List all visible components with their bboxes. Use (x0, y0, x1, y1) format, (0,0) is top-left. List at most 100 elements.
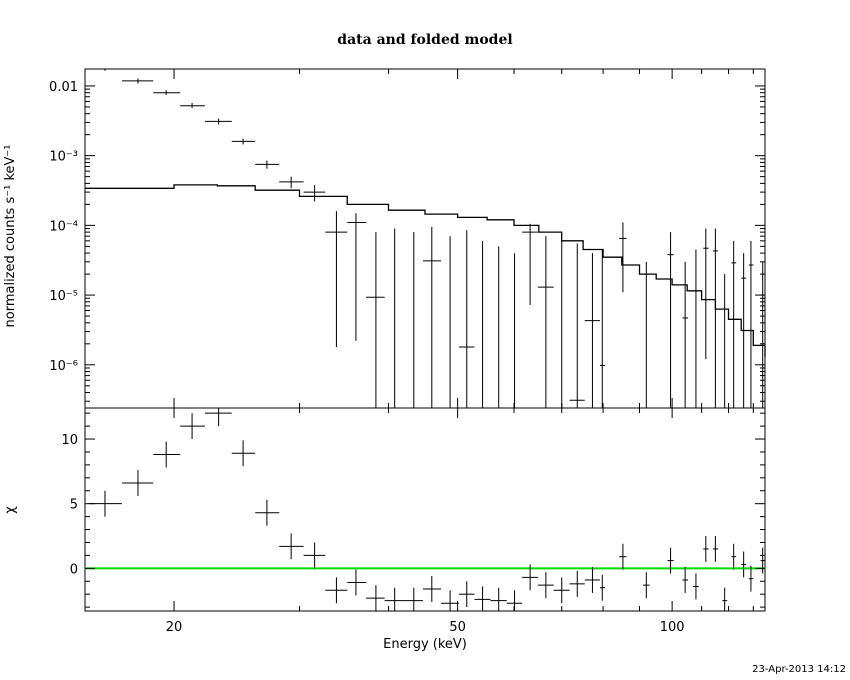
spectrum-data-point (180, 102, 205, 109)
residual-data-point (642, 572, 650, 599)
y-tick-label: 0.01 (49, 80, 78, 95)
residual-data-point (569, 570, 585, 597)
residual-data-point (619, 543, 627, 570)
chart-title: data and folded model (337, 32, 512, 48)
spectrum-data-point (642, 261, 650, 409)
spectrum-data-point (422, 226, 442, 408)
x-tick-label: 50 (449, 620, 466, 635)
residual-data-point (741, 551, 747, 578)
y-tick-label: 0 (70, 562, 78, 577)
residual-data-point (458, 581, 475, 608)
residual-data-point (506, 590, 523, 611)
spectrum-data-point (703, 228, 709, 360)
spectrum-data-point (712, 228, 719, 408)
residual-data-point (121, 470, 154, 496)
residual-data-points (89, 408, 765, 611)
spectrum-data-point (553, 240, 570, 409)
residual-data-point (722, 587, 728, 611)
residual-data-point (693, 573, 699, 600)
timestamp: 23-Apr-2013 14:12 (752, 664, 846, 675)
spectrum-data-point (537, 236, 554, 408)
residual-data-point (384, 587, 405, 611)
spectrum-data-point (490, 246, 507, 409)
spectrum-data-point (667, 232, 674, 408)
x-axis-label: Energy (keV) (383, 637, 467, 652)
spectrum-data-point (741, 253, 747, 408)
top-panel-ticks: 0.01 10⁻³ 10⁻⁴ 10⁻⁵ 10⁻⁶ (49, 69, 765, 408)
residual-data-point (537, 572, 554, 599)
residual-data-point (279, 533, 304, 560)
spectrum-data-point (748, 240, 754, 408)
spectrum-data-point (404, 232, 423, 409)
residual-data-point (325, 577, 348, 604)
residual-data-point (347, 569, 367, 596)
spectrum-data-point (153, 90, 181, 96)
residual-data-point (180, 413, 205, 440)
top-plot-frame (84, 68, 766, 409)
spectrum-data-point (303, 184, 326, 202)
top-panel-spectrum: 0.01 10⁻³ 10⁻⁴ 10⁻⁵ 10⁻⁶ normalized counts s… (3, 68, 766, 409)
residual-data-point (760, 547, 765, 574)
y-tick-label: 10⁻³ (49, 150, 78, 165)
residual-data-point (474, 586, 491, 611)
residual-data-point (599, 574, 605, 601)
residual-data-point (703, 536, 709, 562)
spectrum-data-point (682, 261, 689, 408)
x-tick-label: 100 (660, 620, 685, 635)
folded-model-curve (85, 184, 766, 357)
spectrum-data-point (384, 228, 405, 409)
spectrum-data-point (458, 230, 475, 408)
spectrum-data-point (204, 118, 232, 125)
spectrum-data-point (474, 240, 491, 409)
residual-data-point (153, 441, 181, 468)
residual-data-point (522, 564, 538, 591)
residual-data-point (441, 590, 459, 611)
top-y-axis-label: normalized counts s⁻¹ keV⁻¹ (3, 145, 18, 328)
spectrum-data-point (231, 138, 256, 145)
y-tick-label: 10⁻⁶ (49, 359, 78, 374)
residual-data-point (490, 587, 507, 611)
y-tick-label: 10⁻⁴ (49, 219, 78, 234)
y-tick-label: 10 (61, 433, 78, 448)
residual-data-point (682, 567, 689, 593)
spectrum-data-point (722, 274, 728, 409)
spectrum-data-point (522, 223, 538, 306)
spectrum-data-point (569, 243, 585, 408)
bottom-plot-frame (84, 407, 766, 612)
residual-data-point (553, 577, 570, 604)
x-tick-label: 20 (166, 620, 183, 635)
spectrum-data-point (366, 232, 385, 408)
residual-data-point (231, 440, 256, 467)
spectrum-data-point (441, 236, 459, 409)
spectrum-data-point (325, 211, 348, 347)
bottom-y-axis-label: χ (3, 506, 18, 514)
y-tick-label: 5 (70, 498, 78, 513)
y-tick-label: 10⁻⁵ (49, 289, 78, 304)
spectrum-data-points (89, 68, 765, 409)
residual-data-point (366, 585, 385, 611)
spectrum-data-point (731, 240, 737, 408)
spectrum-data-point (619, 222, 627, 293)
residual-data-point (712, 536, 719, 562)
spectrum-data-point (693, 249, 699, 409)
residual-data-point (584, 567, 600, 593)
spectrum-data-point (506, 253, 523, 409)
residual-data-point (731, 543, 737, 570)
residual-data-point (255, 499, 280, 526)
residual-data-point (422, 576, 442, 602)
spectrum-data-point (584, 253, 600, 408)
spectrum-data-point (599, 249, 605, 408)
residual-data-point (748, 565, 754, 592)
residual-data-point (303, 542, 326, 569)
spectrum-data-point (347, 213, 367, 341)
residual-data-point (404, 587, 423, 611)
residual-data-point (204, 408, 232, 427)
spectrum-data-point (279, 176, 304, 189)
folded-model-step-line (85, 184, 766, 357)
residual-data-point (667, 547, 674, 574)
spectrum-data-point (121, 78, 154, 84)
spectrum-data-point (89, 68, 122, 71)
